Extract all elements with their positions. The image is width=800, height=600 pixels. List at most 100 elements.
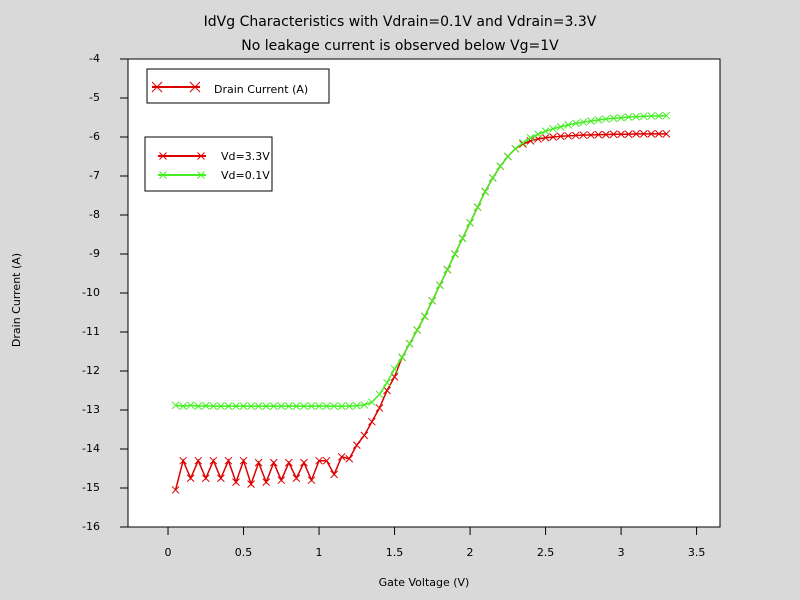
data-marker: [217, 474, 225, 483]
data-marker: [368, 417, 376, 426]
data-marker: [466, 218, 474, 227]
data-marker: [662, 130, 671, 138]
data-marker: [360, 401, 369, 409]
data-marker: [624, 130, 633, 139]
data-marker: [564, 131, 573, 140]
data-marker: [609, 130, 618, 139]
y-tick-label: -4: [89, 52, 100, 65]
data-marker: [307, 402, 316, 410]
data-marker: [662, 111, 671, 120]
data-marker: [284, 402, 293, 410]
data-marker: [300, 458, 308, 467]
y-tick-label: -13: [82, 403, 100, 416]
legend: [144, 136, 273, 192]
data-marker: [186, 474, 195, 483]
data-marker: [639, 112, 648, 121]
data-marker: [639, 130, 648, 138]
data-marker: [201, 401, 210, 410]
data-marker: [383, 386, 391, 395]
legend-label: Vd=0.1V: [221, 169, 270, 182]
data-marker: [541, 133, 550, 142]
data-marker: [519, 138, 527, 147]
data-marker: [232, 478, 240, 487]
data-marker: [428, 296, 437, 305]
data-marker: [647, 130, 656, 138]
data-marker: [579, 131, 588, 139]
series-line: [175, 114, 667, 407]
data-marker: [647, 112, 656, 120]
data-marker: [262, 402, 271, 410]
chart-subtitle: No leakage current is observed below Vg=…: [241, 38, 559, 54]
y-tick-label: -15: [82, 481, 100, 494]
x-tick-label: 3: [618, 546, 625, 559]
data-marker: [556, 123, 565, 131]
legend-label: Drain Current (A): [214, 83, 308, 96]
data-marker: [315, 402, 323, 410]
data-marker: [556, 132, 565, 141]
data-marker: [624, 113, 633, 121]
data-marker: [413, 326, 422, 334]
data-marker: [217, 402, 225, 410]
data-marker: [632, 130, 641, 138]
legend-marker: [151, 81, 201, 93]
data-marker: [179, 456, 187, 465]
data-marker: [443, 265, 452, 274]
y-tick-label: -11: [82, 325, 100, 338]
data-marker: [201, 474, 210, 483]
legend-label: Vd=3.3V: [221, 150, 270, 163]
data-marker: [345, 454, 354, 463]
y-tick-label: -14: [82, 442, 100, 455]
data-marker: [247, 480, 255, 488]
data-marker: [488, 174, 497, 182]
x-tick-label: 1: [316, 546, 323, 559]
data-marker: [186, 401, 195, 410]
data-marker: [602, 130, 610, 139]
x-axis-label: Gate Voltage (V): [379, 576, 470, 589]
data-marker: [458, 234, 467, 243]
data-marker: [564, 121, 573, 129]
data-marker: [420, 312, 429, 321]
data-marker: [254, 458, 263, 467]
data-marker: [269, 402, 278, 410]
data-marker: [209, 402, 218, 410]
data-marker: [352, 441, 361, 449]
y-tick-label: -5: [89, 91, 100, 104]
data-marker: [549, 124, 557, 133]
data-marker: [436, 281, 444, 290]
data-marker: [337, 402, 346, 410]
data-marker: [571, 119, 580, 128]
data-marker: [315, 456, 323, 465]
data-marker: [451, 250, 459, 258]
data-marker: [277, 402, 286, 410]
data-marker: [654, 130, 663, 138]
y-tick-label: -16: [82, 520, 100, 533]
data-marker: [239, 456, 248, 465]
data-marker: [330, 470, 338, 479]
data-marker: [277, 476, 286, 485]
y-tick-label: -9: [89, 247, 100, 260]
data-marker: [171, 401, 180, 410]
data-marker: [292, 402, 301, 410]
data-marker: [541, 127, 550, 136]
data-marker: [534, 130, 542, 139]
data-marker: [300, 402, 308, 410]
data-marker: [345, 402, 354, 410]
data-marker: [360, 431, 369, 440]
data-marker: [375, 390, 384, 399]
x-tick-label: 0: [165, 546, 172, 559]
data-marker: [594, 115, 603, 124]
legend-marker: [159, 171, 205, 179]
data-marker: [224, 402, 233, 410]
legend-marker: [159, 152, 205, 160]
data-marker: [194, 456, 203, 465]
data-marker: [654, 112, 663, 120]
y-tick-label: -12: [82, 364, 100, 377]
data-marker: [322, 402, 331, 410]
y-axis-label: Drain Current (A): [10, 253, 23, 347]
data-marker: [224, 456, 233, 465]
data-marker: [383, 378, 391, 387]
data-marker: [254, 402, 263, 410]
data-marker: [526, 133, 535, 142]
data-marker: [247, 402, 255, 410]
